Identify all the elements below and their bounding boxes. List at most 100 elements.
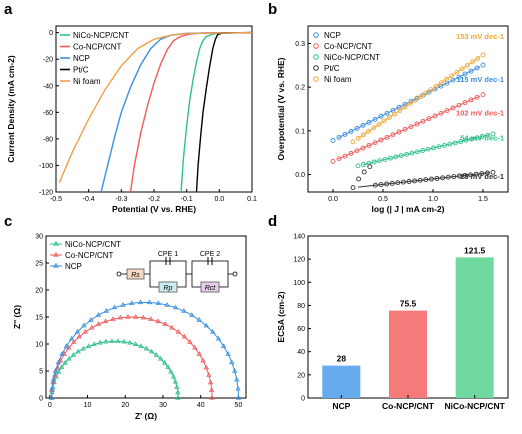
panel-b-data-point <box>396 129 402 135</box>
panel-b-data-point <box>470 59 476 65</box>
panel-b-data-point <box>490 169 496 175</box>
panel-c-fit-curve <box>51 301 239 399</box>
panel-b-data-point <box>444 108 450 114</box>
panel-b-data-point <box>456 74 462 80</box>
panel-b-data-point <box>392 111 398 117</box>
panel-c-data-point <box>235 394 242 400</box>
panel-c-fit-curve <box>51 316 213 399</box>
panel-b-data-point <box>330 158 336 164</box>
panel-b-legend-label: Ni foam <box>324 75 352 84</box>
circuit-rct-resistor <box>200 281 220 293</box>
panel-a-ytick-label: -40 <box>43 83 53 90</box>
panel-c-ytick-label: 20 <box>35 288 43 295</box>
panel-c-ytick-label: 30 <box>35 234 43 241</box>
panel-a-xtick-label: -0.5 <box>50 196 62 203</box>
panel-b-data-point <box>342 153 348 159</box>
circuit-cpe1-label: CPE 1 <box>158 251 178 258</box>
panel-a-lsv-chart: -0.5 -0.4 -0.3 -0.2 -0.1 0.0 0.1 -120 -100 -80 -60… <box>6 25 257 214</box>
panel-c-data-point <box>59 351 65 356</box>
panel-b-data-point <box>456 102 462 108</box>
panel-b-data-point <box>438 110 444 116</box>
panel-b-tafel-annotation: 25 mV dec-1 <box>460 172 504 181</box>
panel-b-data-point <box>490 131 496 137</box>
panel-d-ytick-label: 60 <box>297 326 305 333</box>
panel-c-data-point <box>220 343 227 348</box>
panel-b-data-point <box>480 92 486 98</box>
panel-d-bar-value-label: 28 <box>337 354 347 364</box>
panel-b-data-point <box>438 83 444 89</box>
panel-label-b: b <box>268 1 277 18</box>
panel-b-data-point <box>342 131 348 137</box>
panel-a-ytick-label: -120 <box>39 190 53 197</box>
panel-c-data-point <box>168 368 174 374</box>
panel-a-series-line <box>180 31 253 193</box>
panel-b-data-point <box>468 68 474 74</box>
panel-a-legend-label: Co-NCP/CNT <box>73 43 122 52</box>
panel-b-data-point <box>386 114 392 120</box>
panel-d-ytick-label: 120 <box>293 257 305 264</box>
panel-c-data-point <box>137 299 144 305</box>
panel-b-data-point <box>390 132 396 138</box>
panel-b-data-point <box>361 169 367 175</box>
panel-c-legend-label: Co-NCP/CNT <box>65 251 114 260</box>
panel-d-bar <box>455 257 494 398</box>
panel-b-data-point <box>384 110 390 116</box>
panel-b-data-point <box>402 104 408 110</box>
panel-c-plot-frame <box>45 235 247 399</box>
panel-b-ytick-label: 0.2 <box>295 85 305 92</box>
panel-b-data-point <box>433 83 439 89</box>
panel-b-xtick-label: 1.5 <box>478 196 488 203</box>
panel-c-data-point <box>196 351 202 356</box>
panel-b-data-point <box>366 128 372 134</box>
panel-b-legend-marker <box>313 32 319 38</box>
circuit-rct-label: Rct <box>205 285 217 292</box>
panel-d-category-label: NCP <box>332 401 350 411</box>
panel-a-legend-label: NiCo-NCP/CNT <box>73 31 129 40</box>
panel-b-fit-line <box>362 134 491 166</box>
panel-b-fit-line <box>357 172 491 188</box>
panel-d-bar <box>322 365 361 398</box>
panel-c-xtick-label: 20 <box>121 402 129 409</box>
circuit-rs-label: Rs <box>131 272 140 279</box>
panel-b-data-point <box>420 118 426 124</box>
panel-c-data-point <box>49 394 55 400</box>
panel-b-tafel-annotation: 115 mV dec-1 <box>456 75 504 84</box>
panel-c-data-point <box>146 299 153 305</box>
panel-d-ecsa-bar-chart: 0 20 40 60 80 100 120 140 ECSA (cm-2) 28 NCP 75.5 Co… <box>276 234 509 411</box>
panel-a-legend-label: NCP <box>73 54 90 63</box>
panel-b-plot-frame <box>307 25 509 193</box>
panel-b-data-point <box>360 145 366 151</box>
panel-b-data-point <box>468 97 474 103</box>
panel-a-ytick-label: 0 <box>49 30 53 37</box>
panel-b-data-point <box>402 101 408 107</box>
panel-b-data-point <box>450 105 456 111</box>
circuit-rp-label: Rp <box>164 285 173 292</box>
panel-c-ytick-label: 15 <box>35 315 43 322</box>
panel-b-data-point <box>408 124 414 130</box>
panel-d-y-axis-label: ECSA (cm-2) <box>276 291 286 342</box>
panel-b-data-point <box>356 176 362 182</box>
panel-d-ytick-label: 140 <box>293 234 305 241</box>
panel-b-legend-marker <box>313 76 319 82</box>
panel-b-data-point <box>378 113 384 119</box>
panel-c-data-point <box>200 357 206 363</box>
panel-b-tafel-annotation: 153 mV dec-1 <box>456 32 504 41</box>
panel-label-c: c <box>4 213 12 230</box>
panel-c-circuit-inset: Rs CPE 1 Rp CPE 2 Rct <box>116 251 238 293</box>
panel-b-data-point <box>336 156 342 162</box>
panel-b-data-point <box>360 132 366 138</box>
panel-b-legend-marker <box>313 43 319 49</box>
panel-b-ytick-label: 0.1 <box>295 128 305 135</box>
panel-a-xtick-label: -0.1 <box>181 196 193 203</box>
panel-b-legend-label: NCP <box>324 31 341 40</box>
panel-a-xtick-label: 0.0 <box>214 196 224 203</box>
panel-a-xtick-label: -0.4 <box>83 196 95 203</box>
panel-a-ytick-label: -100 <box>39 163 53 170</box>
panel-b-legend-label: Pt/C <box>324 64 340 73</box>
panel-a-series-line <box>129 31 253 193</box>
panel-d-category-label: NiCo-NCP/CNT <box>444 401 505 411</box>
panel-b-data-point <box>412 97 418 103</box>
panel-b-data-point <box>350 185 356 191</box>
panel-c-data-point <box>125 313 131 319</box>
